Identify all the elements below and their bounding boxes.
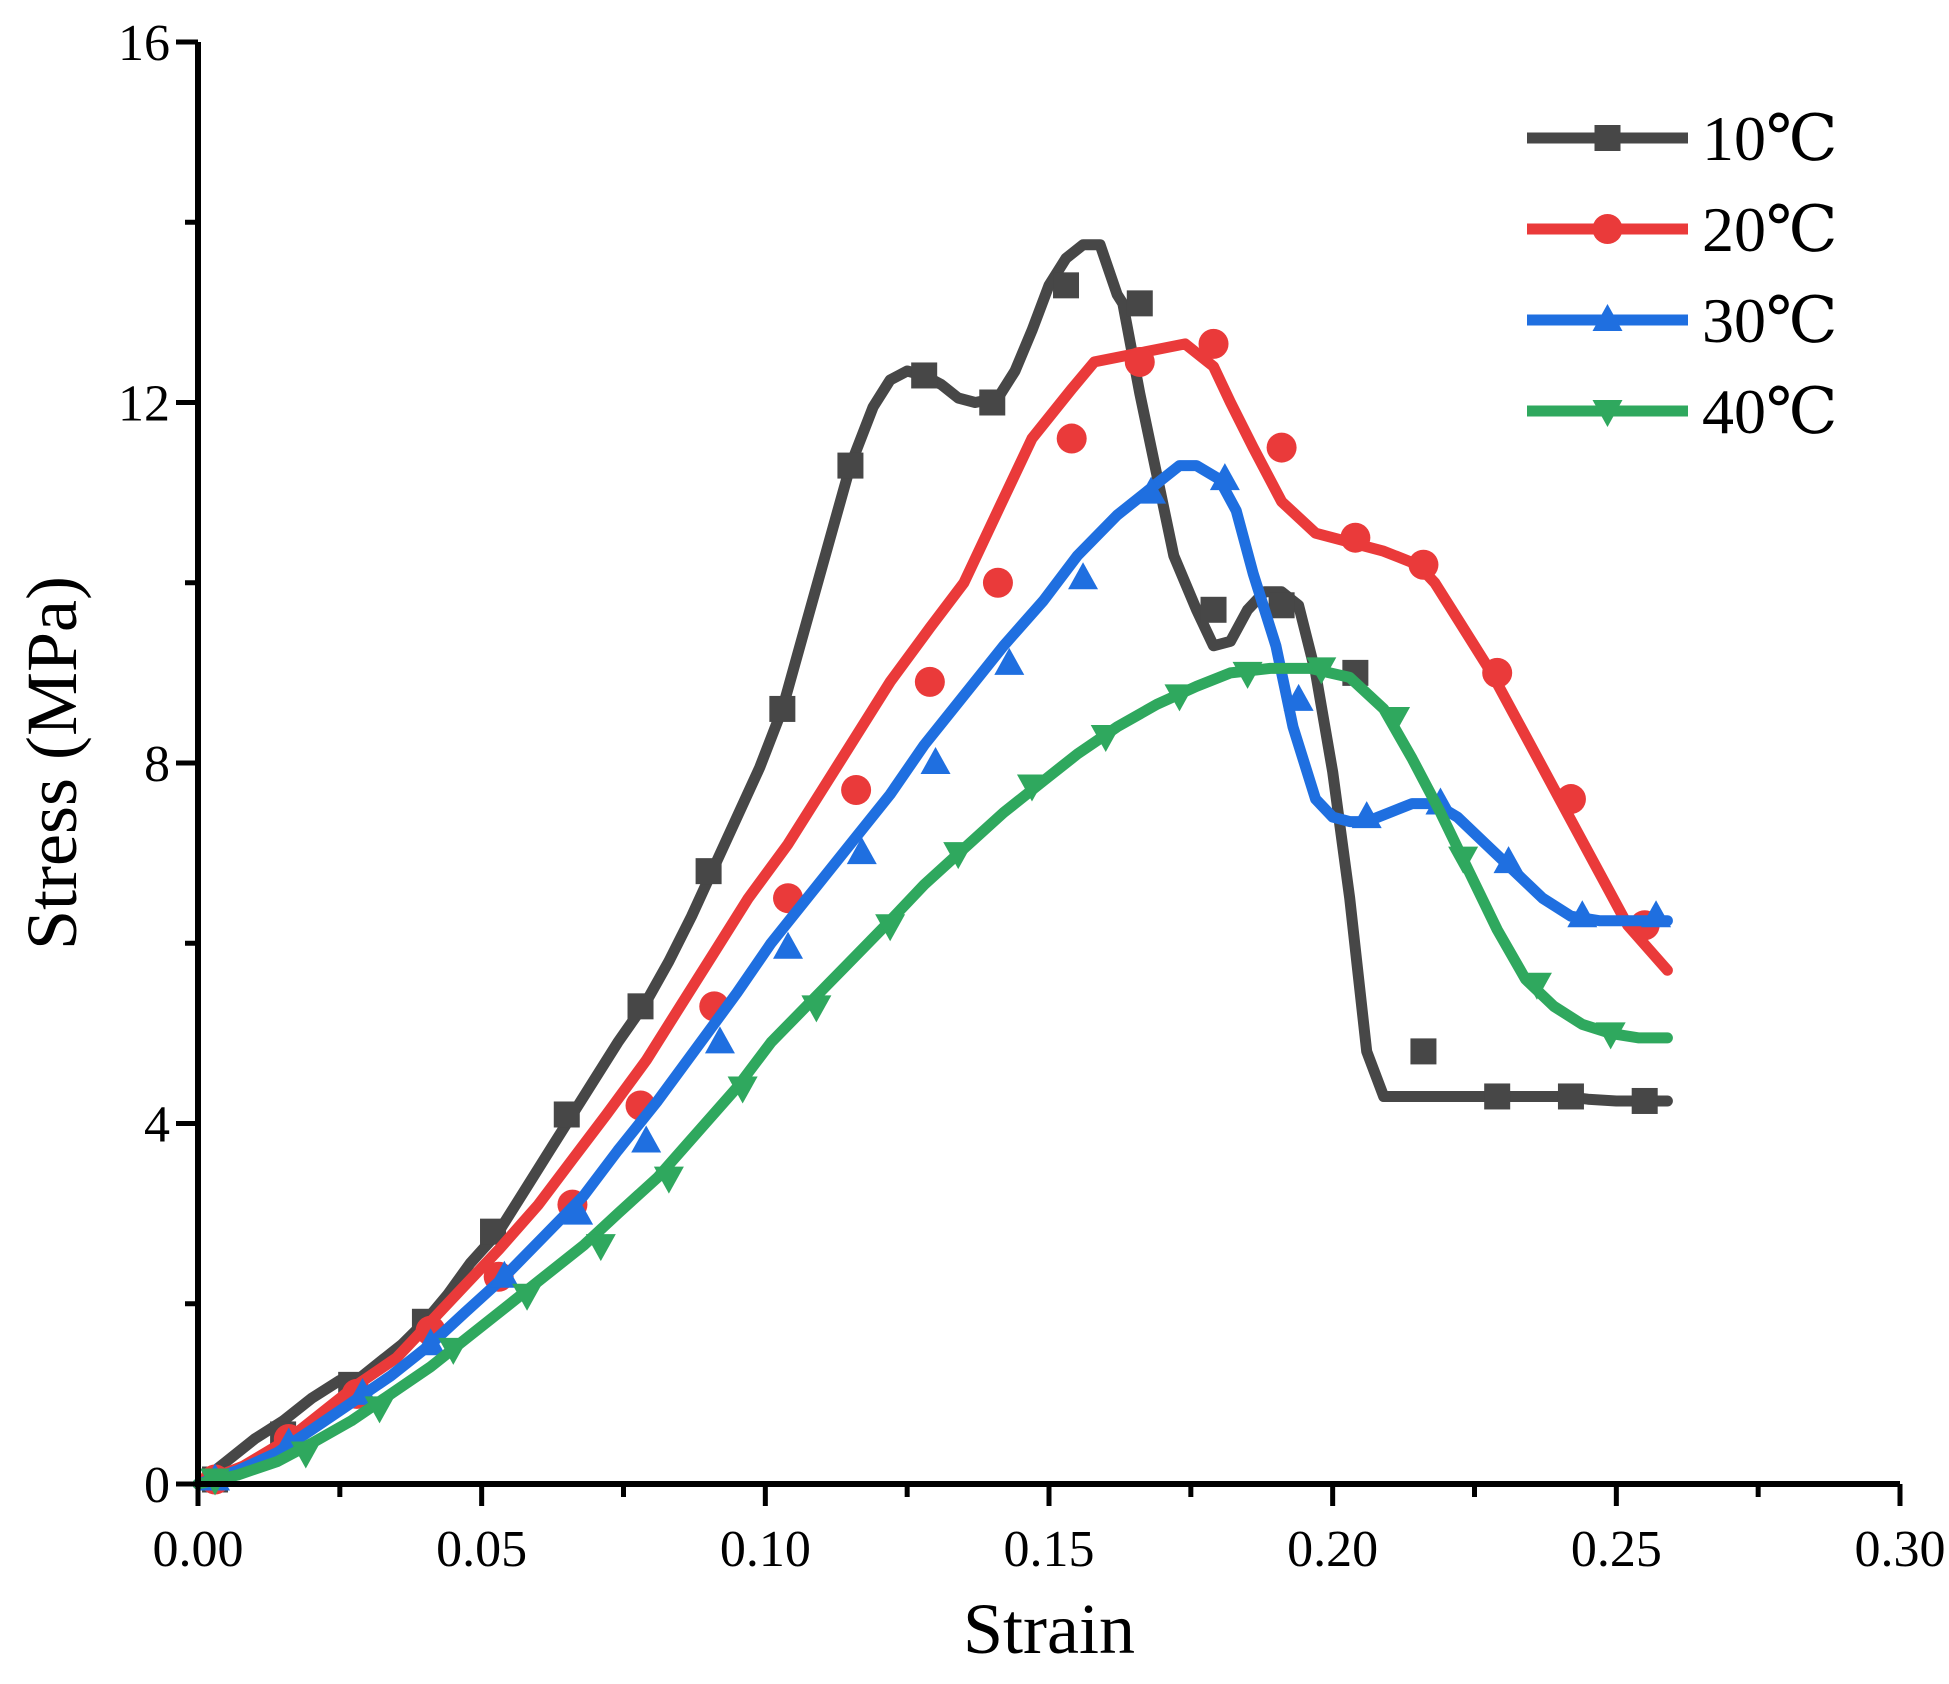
legend-marker	[1592, 400, 1623, 427]
data-point	[290, 1441, 321, 1469]
y-tick-label: 16	[118, 15, 170, 72]
data-point	[1200, 596, 1227, 623]
data-point	[1016, 774, 1047, 802]
data-point	[1283, 683, 1314, 711]
y-tick-label: 4	[144, 1097, 170, 1154]
legend-label: 30℃	[1702, 285, 1838, 356]
data-point	[1482, 657, 1513, 688]
legend-item: 30℃	[1527, 285, 1838, 356]
data-point	[704, 1026, 735, 1054]
data-point	[1631, 1087, 1658, 1114]
legend-item: 20℃	[1527, 194, 1838, 265]
legend: 10℃ 20℃ 30℃ 40℃	[1527, 103, 1838, 447]
data-point	[1493, 846, 1524, 874]
x-tick-label: 0.10	[720, 1521, 811, 1578]
y-axis-label: Stress (MPa)	[12, 576, 92, 950]
data-point	[911, 362, 938, 389]
data-point	[979, 389, 1006, 416]
data-point	[364, 1396, 395, 1424]
data-point	[1124, 346, 1155, 377]
legend-label: 10℃	[1702, 103, 1838, 174]
data-point	[438, 1337, 469, 1365]
data-point	[1408, 549, 1439, 580]
plot-lines	[192, 239, 1673, 1496]
x-tick-label: 0.15	[1004, 1521, 1095, 1578]
data-point	[914, 666, 945, 697]
data-point	[773, 931, 804, 959]
data-point	[1198, 328, 1229, 359]
data-point	[1068, 562, 1099, 590]
y-axis-ticks: 0 4 8 12 16	[118, 15, 198, 1514]
x-tick-label: 0.30	[1855, 1521, 1946, 1578]
series-4	[192, 657, 1673, 1496]
series-1	[192, 239, 1673, 1493]
x-axis-ticks: 0.00 0.05 0.10 0.15 0.20 0.25 0.30	[153, 1484, 1946, 1578]
x-tick-label: 0.20	[1287, 1521, 1378, 1578]
data-point	[1595, 1022, 1626, 1050]
x-tick-label: 0.05	[436, 1521, 527, 1578]
data-point	[837, 452, 864, 479]
data-point	[1268, 592, 1295, 619]
data-point	[1056, 423, 1087, 454]
data-point	[1567, 900, 1598, 928]
data-point	[627, 993, 654, 1020]
data-point	[769, 695, 796, 722]
data-point	[1410, 1038, 1437, 1065]
data-point	[943, 842, 974, 870]
data-point	[920, 747, 951, 774]
y-tick-label: 12	[118, 376, 170, 433]
legend-marker	[1594, 125, 1621, 151]
data-point	[1484, 1083, 1511, 1110]
data-point	[512, 1283, 543, 1311]
data-point	[1136, 476, 1167, 504]
data-point	[1351, 801, 1382, 829]
legend-item: 10℃	[1527, 103, 1838, 174]
data-point	[1340, 522, 1371, 553]
legend-marker	[1592, 304, 1623, 331]
series-line	[192, 662, 1673, 1490]
x-axis-label: Strain	[963, 1589, 1135, 1669]
data-point	[1126, 290, 1153, 317]
x-tick-label: 0.25	[1571, 1521, 1662, 1578]
data-point	[631, 1125, 662, 1153]
data-point	[982, 567, 1013, 598]
data-point	[846, 837, 877, 865]
data-point	[1557, 1083, 1584, 1110]
series-2	[192, 328, 1673, 1495]
data-point	[875, 914, 906, 942]
legend-label: 40℃	[1702, 376, 1838, 447]
legend-label: 20℃	[1702, 194, 1838, 265]
data-point	[994, 647, 1025, 675]
data-point	[1053, 272, 1080, 299]
data-point	[1306, 657, 1337, 685]
data-point	[1164, 684, 1195, 712]
series-line	[192, 239, 1673, 1490]
y-tick-label: 0	[144, 1457, 170, 1514]
legend-item: 40℃	[1527, 376, 1838, 447]
data-point	[1555, 784, 1586, 815]
data-point	[727, 1076, 758, 1104]
data-point	[1380, 706, 1411, 734]
data-point	[489, 1260, 520, 1288]
legend-marker	[1592, 214, 1623, 244]
data-point	[1448, 846, 1479, 874]
data-point	[1209, 463, 1240, 491]
data-point	[1521, 972, 1552, 1000]
data-point	[653, 1166, 684, 1194]
data-point	[1232, 661, 1263, 689]
data-point	[801, 995, 832, 1023]
data-point	[585, 1234, 616, 1262]
x-tick-label: 0.00	[153, 1521, 244, 1578]
data-point	[841, 775, 872, 806]
data-point	[695, 858, 722, 885]
data-point	[553, 1101, 580, 1128]
data-point	[1090, 724, 1121, 752]
data-point	[1266, 432, 1297, 463]
data-point	[1641, 900, 1672, 928]
data-point	[415, 1328, 446, 1356]
y-tick-label: 8	[144, 736, 170, 793]
data-point	[563, 1197, 594, 1225]
